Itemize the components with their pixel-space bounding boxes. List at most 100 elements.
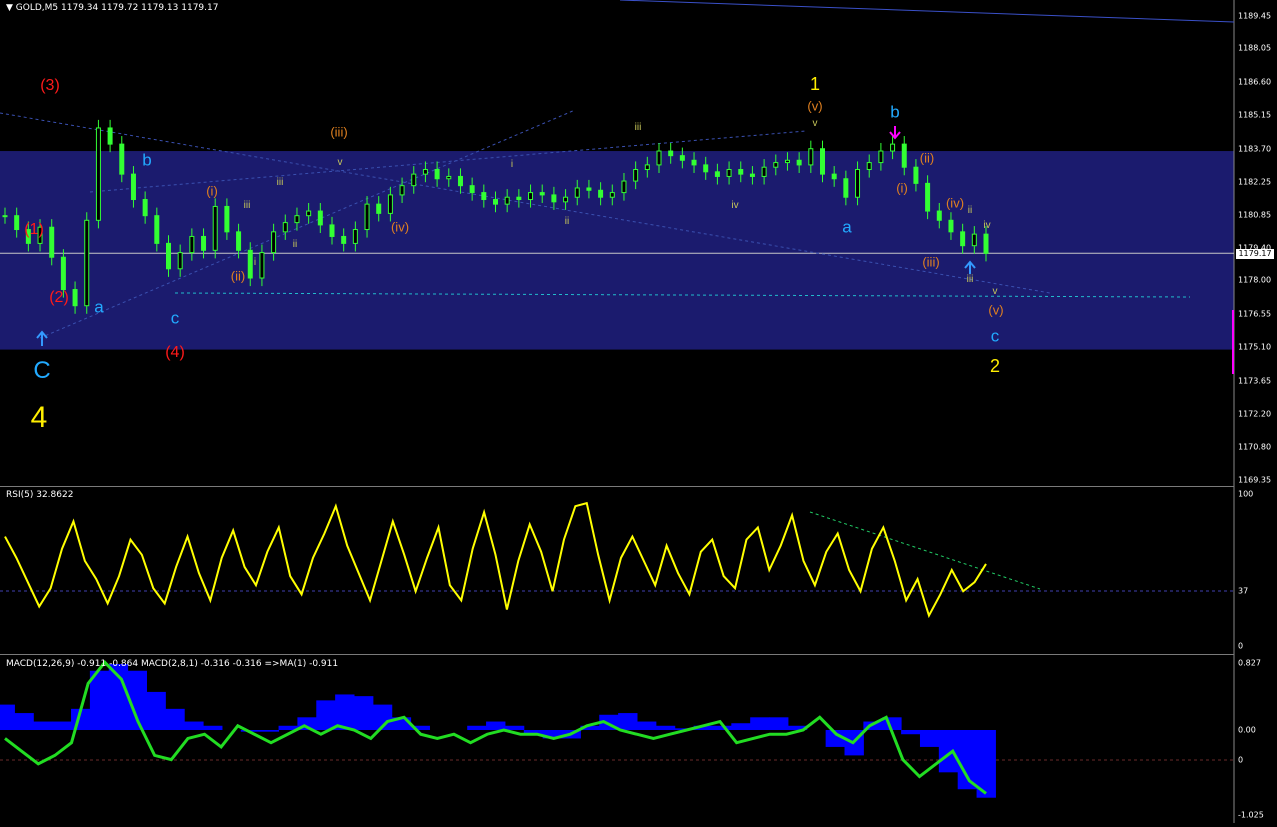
- support-zone-band: [0, 151, 1234, 350]
- macd-histogram-bar: [825, 730, 846, 747]
- wave-label: iii: [634, 122, 642, 133]
- axis-tick-label: 1176.55: [1238, 309, 1272, 319]
- wave-label: b: [890, 102, 900, 122]
- macd-histogram-bar: [89, 670, 110, 730]
- wave-label: iii: [243, 200, 251, 211]
- axis-tick-label: 1178.00: [1238, 275, 1272, 285]
- wave-label: 4: [30, 401, 48, 434]
- wave-label: (i): [896, 180, 908, 196]
- wave-label: (iv): [945, 195, 965, 211]
- axis-tick-label: 1186.60: [1238, 77, 1272, 87]
- candle-body: [738, 169, 744, 175]
- candle-body: [84, 219, 90, 307]
- candle-body: [901, 143, 907, 168]
- axis-marker: [1232, 310, 1234, 374]
- macd-histogram-bar: [108, 663, 129, 730]
- macd-histogram-bar: [712, 725, 732, 730]
- macd-histogram-bar: [354, 696, 374, 730]
- axis-tick-label: 37: [1238, 586, 1249, 596]
- candle-body: [212, 205, 218, 251]
- candle-body: [107, 127, 113, 145]
- macd-histogram-bar: [901, 730, 921, 735]
- candle-body: [60, 256, 66, 291]
- candle-body: [271, 231, 277, 254]
- axis-tick-label: 0.00: [1238, 725, 1256, 735]
- macd-histogram-bar: [184, 721, 204, 730]
- candle-body: [411, 173, 417, 187]
- candle-body: [119, 143, 125, 175]
- candle-body: [714, 171, 720, 177]
- candle-body: [247, 249, 253, 279]
- candle-body: [224, 205, 230, 233]
- candle-body: [936, 210, 942, 221]
- candle-body: [142, 199, 148, 217]
- macd-histogram-bar: [486, 721, 506, 730]
- wave-label: v: [992, 286, 998, 297]
- macd-histogram-bar: [655, 725, 676, 730]
- candle-body: [773, 162, 779, 168]
- candle-body: [130, 173, 136, 201]
- axis-tick-label: -1.025: [1238, 810, 1264, 820]
- macd-histogram-bar: [976, 730, 996, 798]
- candle-body: [352, 229, 358, 244]
- macd-signal-line: [4, 660, 987, 795]
- macd-histogram-bar: [316, 700, 336, 730]
- candle-body: [784, 159, 790, 164]
- candle-body: [820, 148, 825, 175]
- candle-body: [866, 162, 872, 171]
- wave-label: (iii): [330, 124, 348, 140]
- wave-label: (i): [206, 183, 218, 199]
- axis-tick-label: 1179.40: [1238, 243, 1272, 253]
- candle-body: [201, 235, 207, 251]
- candle-body: [37, 226, 43, 244]
- axis-tick-label: 1175.10: [1238, 342, 1272, 352]
- candle-body: [528, 192, 534, 201]
- candle-body: [598, 189, 604, 198]
- axis-tick-label: 1188.05: [1238, 43, 1272, 53]
- chart-title: ▼ GOLD,M5 1179.34 1179.72 1179.13 1179.1…: [6, 3, 218, 13]
- rsi-line: [4, 501, 987, 619]
- axis-tick-label: 1172.20: [1238, 409, 1272, 419]
- candle-body: [154, 215, 160, 244]
- candle-body: [539, 192, 545, 196]
- trend-line: [809, 511, 1041, 590]
- wave-label: iv: [983, 220, 991, 231]
- candle-body: [434, 169, 440, 180]
- candle-body: [422, 169, 428, 175]
- macd-histogram-bar: [750, 717, 770, 730]
- axis-tick-label: 0: [1238, 755, 1244, 765]
- axis-tick-label: 1182.25: [1238, 177, 1272, 187]
- candle-body: [294, 215, 300, 224]
- candle-body: [668, 150, 674, 157]
- wave-label: b: [142, 150, 152, 170]
- macd-histogram-bar: [14, 713, 34, 730]
- wave-label: i: [510, 159, 514, 170]
- candle-body: [306, 210, 312, 217]
- macd-histogram-bar: [957, 730, 978, 790]
- macd-histogram-bar: [146, 691, 166, 730]
- candle-body: [831, 173, 837, 180]
- axis-tick-label: 0: [1238, 641, 1244, 651]
- macd-histogram-bar: [467, 725, 487, 730]
- candle-body: [2, 215, 8, 218]
- current-price-label: 1179.17: [1236, 249, 1274, 259]
- macd-histogram-bar: [731, 723, 751, 730]
- candle-body: [656, 150, 662, 166]
- up-arrow-icon: [964, 260, 976, 274]
- candle-body: [633, 169, 639, 182]
- dropdown-arrow-icon[interactable]: ▼: [6, 3, 13, 13]
- candle-body: [855, 169, 861, 198]
- wave-label: (v): [807, 98, 823, 114]
- candle-body: [913, 166, 919, 184]
- wave-label: ii: [564, 216, 570, 227]
- candle-body: [236, 231, 242, 251]
- candle-body: [948, 219, 954, 233]
- axis-tick-label: 1169.35: [1238, 475, 1272, 485]
- axis-tick-label: 1183.70: [1238, 144, 1272, 154]
- candle-body: [341, 235, 347, 244]
- candle-body: [890, 143, 896, 152]
- wave-label: a: [842, 217, 852, 237]
- candle-body: [469, 185, 475, 194]
